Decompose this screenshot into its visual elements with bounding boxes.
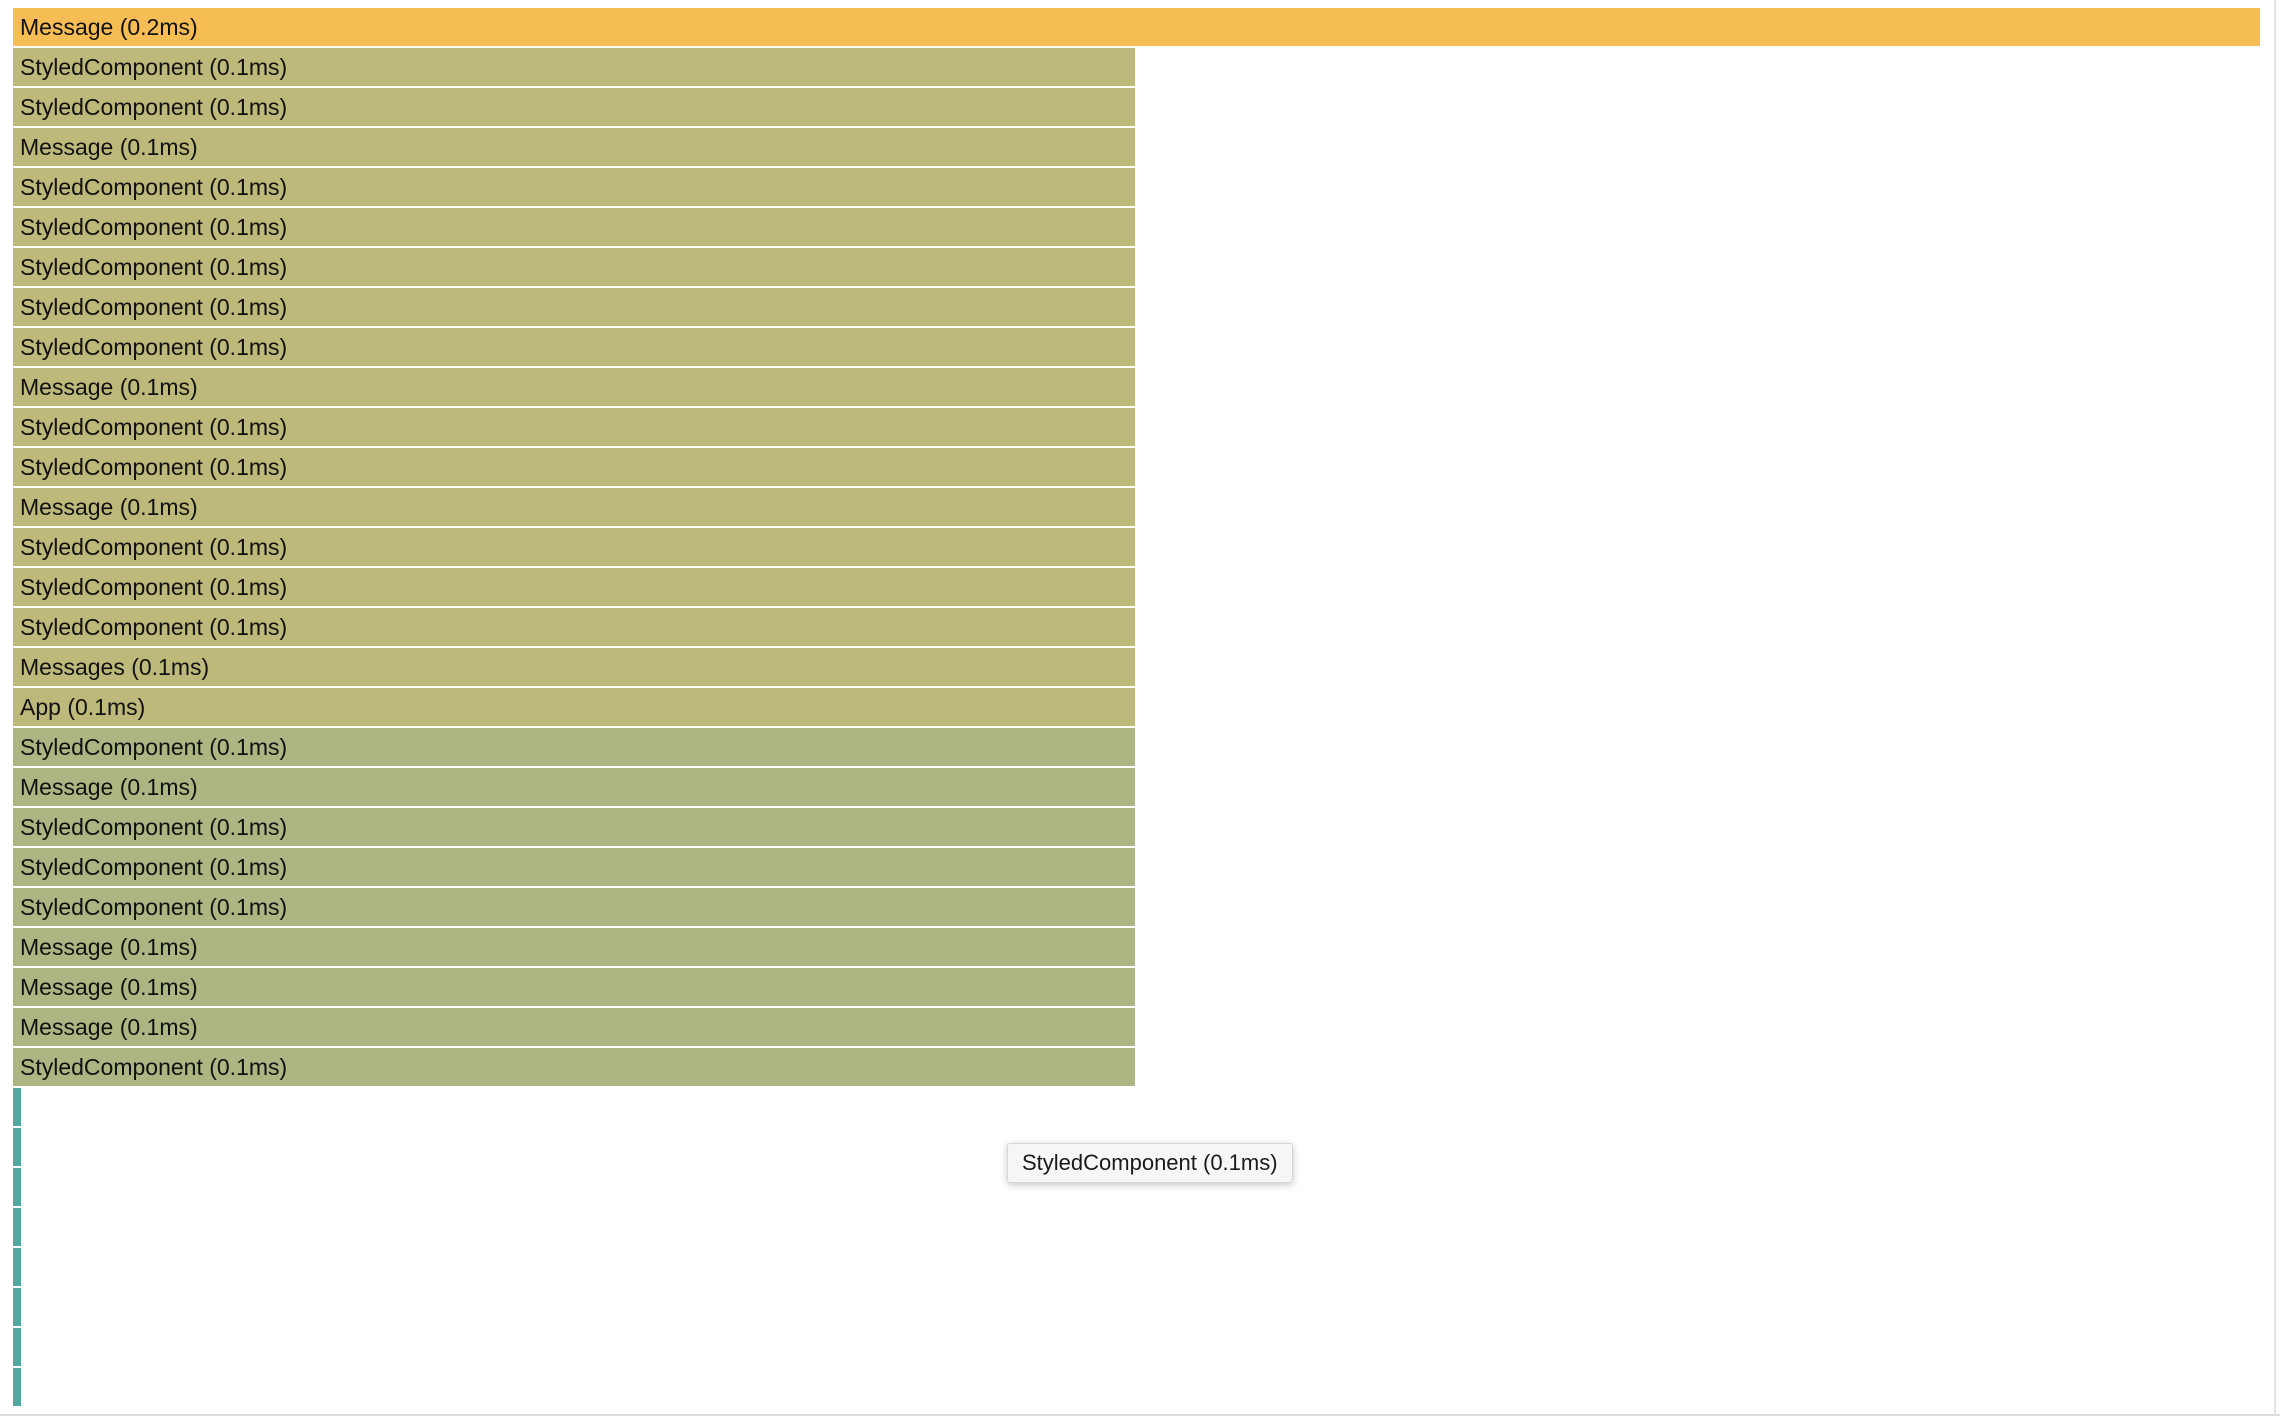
flame-bar[interactable]: StyledComponent (0.1ms) <box>13 448 1135 486</box>
flame-bar[interactable]: StyledComponent (0.1ms) <box>13 408 1135 446</box>
flame-bar[interactable]: StyledComponent (0.1ms) <box>13 608 1135 646</box>
flame-bar[interactable]: Message (0.1ms) <box>13 368 1135 406</box>
flame-bar[interactable]: Message (0.1ms) <box>13 968 1135 1006</box>
bottom-divider <box>0 1414 2280 1416</box>
flame-bar[interactable]: StyledComponent (0.1ms) <box>13 528 1135 566</box>
flame-bar-stub[interactable] <box>13 1248 21 1286</box>
flame-bar[interactable]: StyledComponent (0.1ms) <box>13 888 1135 926</box>
flame-bar[interactable]: App (0.1ms) <box>13 688 1135 726</box>
flame-bar[interactable]: Message (0.1ms) <box>13 1008 1135 1046</box>
flame-bar[interactable]: StyledComponent (0.1ms) <box>13 248 1135 286</box>
flame-bar[interactable]: StyledComponent (0.1ms) <box>13 48 1135 86</box>
right-divider <box>2274 0 2276 1416</box>
flame-bar[interactable]: Messages (0.1ms) <box>13 648 1135 686</box>
flame-bar[interactable]: Message (0.2ms) <box>13 8 2260 46</box>
flame-bar[interactable]: StyledComponent (0.1ms) <box>13 88 1135 126</box>
flame-bar-stub[interactable] <box>13 1288 21 1326</box>
flame-bar-stub[interactable] <box>13 1128 21 1166</box>
flame-bar-stub[interactable] <box>13 1208 21 1246</box>
flame-bar[interactable]: Message (0.1ms) <box>13 768 1135 806</box>
flame-bar[interactable]: StyledComponent (0.1ms) <box>13 848 1135 886</box>
flame-bar[interactable]: Message (0.1ms) <box>13 488 1135 526</box>
flame-bar[interactable]: StyledComponent (0.1ms) <box>13 328 1135 366</box>
flame-bar[interactable]: StyledComponent (0.1ms) <box>13 1048 1135 1086</box>
flame-bar[interactable]: Message (0.1ms) <box>13 928 1135 966</box>
flame-bar-stub[interactable] <box>13 1368 21 1406</box>
hover-tooltip: StyledComponent (0.1ms) <box>1007 1143 1293 1183</box>
flame-bar-stub[interactable] <box>13 1168 21 1206</box>
flame-bar[interactable]: StyledComponent (0.1ms) <box>13 168 1135 206</box>
flame-bar[interactable]: StyledComponent (0.1ms) <box>13 208 1135 246</box>
flame-bar[interactable]: StyledComponent (0.1ms) <box>13 568 1135 606</box>
flame-bar[interactable]: Message (0.1ms) <box>13 128 1135 166</box>
flame-bar-stub[interactable] <box>13 1328 21 1366</box>
flame-bar[interactable]: StyledComponent (0.1ms) <box>13 728 1135 766</box>
flame-bar-stub[interactable] <box>13 1088 21 1126</box>
flame-bar[interactable]: StyledComponent (0.1ms) <box>13 288 1135 326</box>
flame-bar[interactable]: StyledComponent (0.1ms) <box>13 808 1135 846</box>
